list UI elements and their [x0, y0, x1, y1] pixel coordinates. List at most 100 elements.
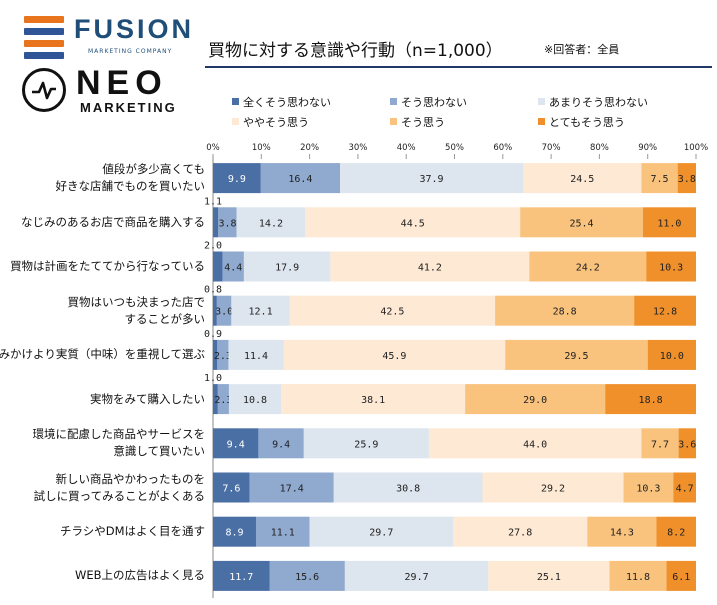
- data-label: 6.1: [672, 572, 690, 583]
- legend-label: そう思わない: [401, 96, 467, 109]
- bar-segment: [289, 295, 496, 326]
- category-label-line: 買物は計画をたててから行なっている: [10, 259, 205, 273]
- fusion-stripe: [24, 40, 64, 47]
- category-label-line: 買物はいつも決まった店で: [67, 294, 205, 309]
- data-label: 29.7: [369, 528, 393, 539]
- x-tick-label: 60%: [493, 143, 512, 153]
- data-label: 0.9: [204, 329, 222, 340]
- data-label: 9.4: [272, 439, 290, 450]
- legend-label: 全くそう思わない: [243, 96, 331, 109]
- category-label-line: 新しい商品やかわったものを: [55, 471, 206, 486]
- bar-segment: [303, 428, 429, 459]
- data-label: 17.9: [275, 263, 299, 274]
- bar-segment: [213, 428, 259, 459]
- category-label-line: 環境に配慮した商品やサービスを: [32, 427, 206, 442]
- bar-segment: [677, 163, 696, 194]
- data-label: 29.0: [523, 395, 547, 406]
- data-label: 24.5: [570, 174, 594, 185]
- bar-segment: [634, 295, 696, 326]
- bar-segment: [623, 472, 674, 503]
- x-tick-label: 10%: [252, 143, 271, 153]
- data-label: 2.3: [214, 351, 232, 362]
- data-label: 25.1: [537, 572, 561, 583]
- data-label: 10.3: [659, 263, 683, 274]
- x-tick-label: 20%: [300, 143, 319, 153]
- legend-item: ややそう思う: [232, 114, 309, 130]
- legend-label: あまりそう思わない: [549, 96, 648, 109]
- data-label: 1.0: [204, 373, 222, 384]
- bar-segment: [217, 384, 229, 415]
- data-label: 11.8: [626, 572, 650, 583]
- data-label: 7.6: [222, 484, 240, 495]
- data-label: 25.9: [354, 439, 378, 450]
- data-label: 18.8: [639, 395, 663, 406]
- category-label-line: 好きな店舗でものを買いたい: [55, 179, 206, 194]
- category-label: チラシやDMはよく目を通す: [60, 523, 205, 540]
- data-label: 9.9: [228, 174, 246, 185]
- legend-swatch: [232, 98, 239, 105]
- bar-segment: [213, 472, 250, 503]
- category-label: 環境に配慮した商品やサービスを意識して買いたい: [33, 426, 206, 460]
- data-label: 29.7: [405, 572, 429, 583]
- category-label-line: 実物をみて購入したい: [90, 391, 205, 406]
- data-label: 3.0: [215, 307, 233, 318]
- bar-segment: [213, 516, 256, 547]
- category-label: WEB上の広告はよく見る: [75, 567, 205, 584]
- chart-note: ※回答者：全員: [544, 43, 620, 56]
- bar-segment: [249, 472, 334, 503]
- fusion-logo-mark: [24, 16, 64, 60]
- category-label: 値段が多少高くても 好きな店舗でものを買いたい: [56, 161, 206, 195]
- category-label: 実物をみて購入したい: [90, 391, 205, 408]
- data-label: 8.9: [225, 528, 243, 539]
- data-label: 44.0: [523, 439, 547, 450]
- bar-segment: [340, 163, 524, 194]
- data-label: 0.8: [204, 285, 222, 296]
- bar-segment: [305, 207, 521, 238]
- category-label: みかけより実質（中味）を重視して選ぶ: [0, 346, 205, 363]
- bar-segment: [529, 251, 647, 282]
- bar-segment: [218, 207, 237, 238]
- category-label: 買物は計画をたててから行なっている: [10, 258, 205, 275]
- bar-segment: [281, 384, 466, 415]
- bar-segment: [213, 384, 218, 415]
- bar-segment: [642, 207, 696, 238]
- bar-segment: [213, 560, 270, 591]
- bar-segment: [216, 295, 232, 326]
- neo-logo-text: NEO: [76, 64, 168, 102]
- bar-segment: [646, 251, 696, 282]
- bar-segment: [609, 560, 667, 591]
- bar-segment: [482, 472, 624, 503]
- data-label: 12.8: [653, 307, 677, 318]
- legend-swatch: [538, 98, 545, 105]
- category-label-line: 意識して買いたい: [113, 444, 205, 459]
- x-tick-label: 80%: [590, 143, 609, 153]
- chart-title: 買物に対する意識や行動（n=1,000）: [208, 41, 503, 61]
- fusion-logo-text: FUSION: [74, 14, 195, 44]
- bar-segment: [641, 163, 678, 194]
- bar-segment: [641, 428, 679, 459]
- bar-segment: [505, 339, 648, 370]
- bar-segment: [333, 472, 483, 503]
- data-label: 27.8: [508, 528, 532, 539]
- x-tick-label: 40%: [397, 143, 416, 153]
- data-label: 14.2: [259, 218, 283, 229]
- data-label: 3.8: [678, 174, 696, 185]
- data-label: 1.1: [204, 196, 222, 207]
- legend-swatch: [390, 98, 397, 105]
- bar-segment: [330, 251, 530, 282]
- data-label: 9.4: [227, 439, 245, 450]
- data-label: 2.3: [214, 395, 232, 406]
- legend-item: そう思う: [390, 114, 445, 130]
- data-label: 3.6: [678, 439, 696, 450]
- bar-segment: [269, 560, 345, 591]
- fusion-stripe: [24, 28, 64, 35]
- bar-segment: [309, 516, 454, 547]
- bar-segment: [678, 428, 696, 459]
- bar-segment: [344, 560, 489, 591]
- fusion-stripe: [24, 16, 64, 23]
- bar-segment: [488, 560, 610, 591]
- data-label: 37.9: [420, 174, 444, 185]
- legend-item: とてもそう思う: [538, 114, 625, 130]
- data-label: 10.0: [660, 351, 684, 362]
- bar-segment: [656, 516, 696, 547]
